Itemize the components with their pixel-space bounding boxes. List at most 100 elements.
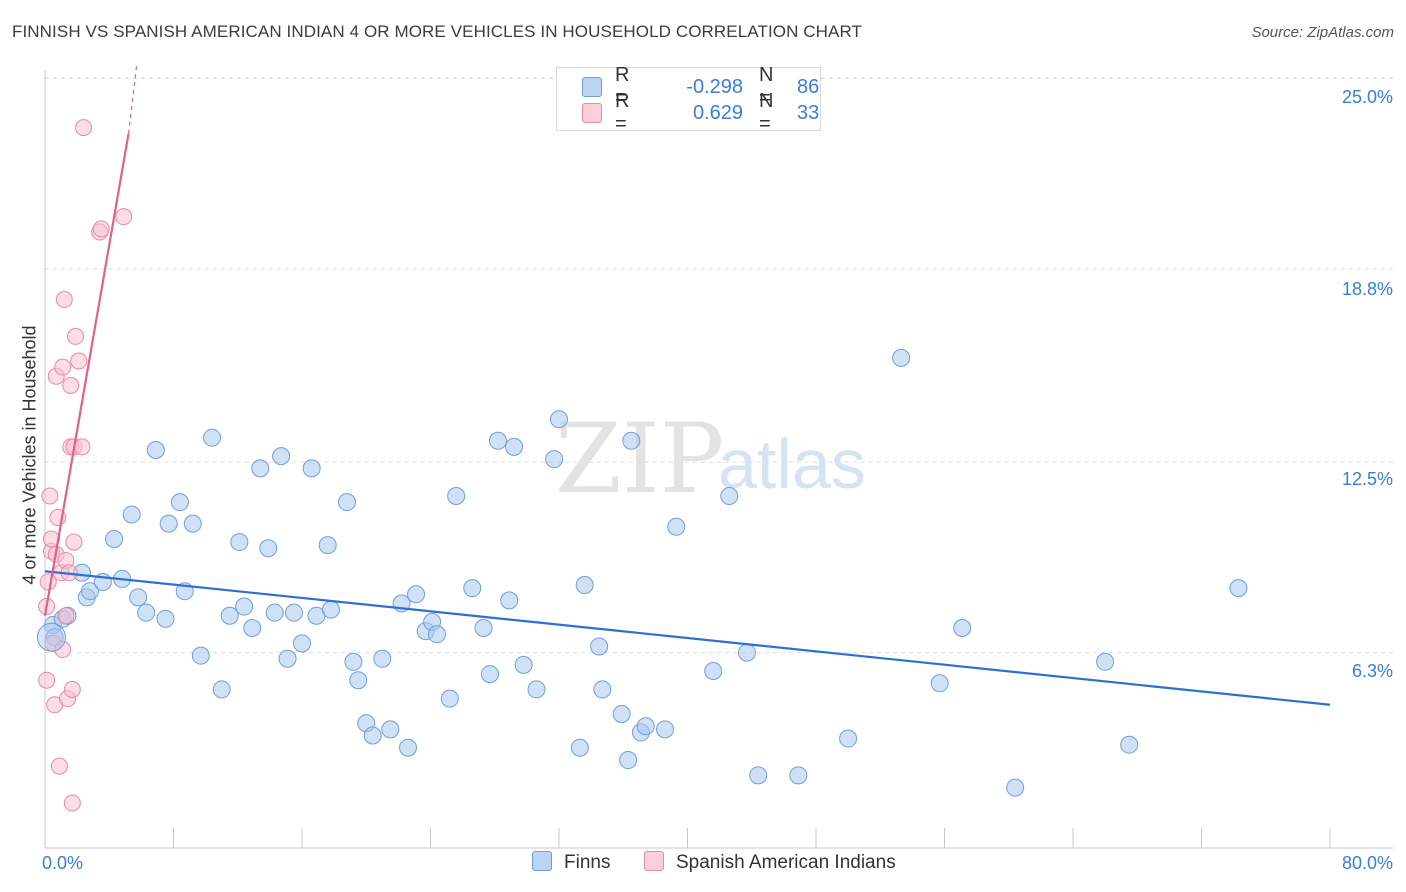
finns-point bbox=[146, 440, 165, 459]
finns-point bbox=[251, 459, 270, 478]
finns-point bbox=[36, 622, 66, 652]
finns-point bbox=[318, 536, 337, 555]
finns-point bbox=[272, 447, 291, 466]
n-value: 33 bbox=[797, 101, 820, 124]
n-label: N = bbox=[759, 90, 774, 135]
spanish-american-indians-point bbox=[62, 377, 80, 394]
spanish-american-indians-point bbox=[92, 220, 110, 238]
spanish-american-indians-point bbox=[38, 671, 56, 689]
finns-point bbox=[230, 533, 249, 552]
finns-point bbox=[656, 720, 675, 739]
finns-point bbox=[447, 487, 466, 506]
legend-item-finns: Finns bbox=[532, 850, 610, 876]
stats-box: R = -0.298 N = 86 R = 0.629 N = 33 bbox=[556, 64, 821, 135]
finns-point bbox=[463, 579, 482, 598]
legend-label: Spanish American Indians bbox=[676, 852, 896, 873]
finns-point bbox=[500, 591, 519, 610]
spanish-american-indians-trend-extension bbox=[127, 66, 138, 134]
spanish-american-indians-point bbox=[57, 607, 75, 625]
finns-point bbox=[612, 704, 631, 723]
watermark-atlas: atlas bbox=[718, 425, 866, 503]
legend-item-spanish-american-indians: Spanish American Indians bbox=[644, 850, 896, 876]
finns-point bbox=[930, 674, 949, 693]
finns-point bbox=[892, 348, 911, 367]
finns-trend-line bbox=[44, 570, 1331, 706]
finns-point bbox=[488, 431, 507, 450]
finns-point bbox=[593, 680, 612, 699]
r-value: -0.298 bbox=[686, 75, 743, 98]
spanish-american-indians-point bbox=[70, 352, 88, 370]
watermark-zip: ZIP bbox=[555, 403, 724, 515]
legend-swatch-spanish-american-indians bbox=[644, 850, 664, 871]
finns-point bbox=[293, 634, 311, 653]
r-label: R = bbox=[615, 90, 630, 135]
finns-point bbox=[1229, 579, 1248, 598]
spanish-american-indians-point bbox=[55, 291, 73, 309]
finns-point bbox=[122, 505, 141, 524]
finns-point bbox=[789, 766, 808, 785]
spanish-american-indians-point bbox=[42, 530, 60, 548]
finns-point bbox=[474, 619, 493, 638]
finns-point bbox=[80, 582, 99, 601]
spanish-american-indians-point bbox=[54, 358, 72, 376]
spanish-american-indians-point bbox=[50, 757, 68, 775]
finns-point bbox=[575, 576, 594, 595]
finns-point bbox=[381, 720, 400, 739]
finns-point bbox=[265, 603, 284, 622]
points-layer bbox=[36, 119, 1248, 812]
finns-point bbox=[302, 459, 321, 478]
finns-point bbox=[363, 726, 382, 745]
finns-point bbox=[220, 606, 239, 625]
finns-point bbox=[570, 738, 589, 757]
finns-point bbox=[105, 530, 124, 548]
finns-point bbox=[527, 680, 546, 699]
finns-point bbox=[212, 680, 231, 699]
finns-point bbox=[159, 514, 178, 533]
spanish-american-indians-point bbox=[63, 794, 81, 812]
finns-point bbox=[545, 450, 564, 469]
finns-point bbox=[170, 493, 189, 512]
finns-point bbox=[349, 671, 368, 690]
finns-point bbox=[667, 517, 686, 536]
chart-source: Source: ZipAtlas.com bbox=[1251, 24, 1394, 41]
y-axis-label: 4 or more Vehicles in Household bbox=[19, 325, 40, 585]
spanish-american-indians-point bbox=[63, 680, 81, 698]
finns-point bbox=[1096, 652, 1115, 671]
finns-point bbox=[749, 766, 768, 785]
r-label: R = bbox=[615, 64, 630, 109]
finns-swatch bbox=[582, 77, 602, 97]
x-tick-label-min: 0.0% bbox=[42, 853, 84, 873]
finns-point bbox=[259, 539, 278, 558]
legend-swatch-finns bbox=[532, 850, 552, 871]
finns-point bbox=[1120, 735, 1139, 754]
x-tick-label-max: 80.0% bbox=[1341, 853, 1393, 873]
finns-point bbox=[129, 588, 148, 607]
finns-point bbox=[191, 646, 210, 665]
finns-point bbox=[373, 649, 392, 668]
finns-point bbox=[590, 637, 609, 656]
finns-point bbox=[514, 655, 533, 674]
y-tick-label: 18.8% bbox=[1341, 279, 1393, 299]
finns-point bbox=[137, 603, 156, 622]
spanish-american-indians-point bbox=[75, 119, 93, 137]
finns-point bbox=[440, 689, 459, 708]
chart-title: FINNISH VS SPANISH AMERICAN INDIAN 4 OR … bbox=[12, 22, 863, 41]
finns-point bbox=[839, 729, 858, 748]
watermark: ZIP atlas bbox=[555, 403, 866, 515]
finns-point bbox=[235, 597, 254, 616]
finns-point bbox=[284, 603, 303, 622]
finns-point bbox=[407, 585, 426, 604]
spanish-american-indians-point bbox=[41, 487, 59, 505]
finns-point bbox=[344, 652, 363, 671]
finns-point bbox=[1006, 778, 1025, 797]
finns-point bbox=[636, 717, 655, 736]
grid-layer bbox=[45, 77, 1393, 654]
finns-point bbox=[243, 619, 262, 638]
finns-point bbox=[337, 493, 356, 512]
finns-point bbox=[720, 487, 739, 506]
y-tick-label: 25.0% bbox=[1341, 87, 1393, 107]
finns-point bbox=[505, 437, 524, 456]
finns-point bbox=[622, 431, 641, 450]
finns-point bbox=[619, 751, 638, 770]
